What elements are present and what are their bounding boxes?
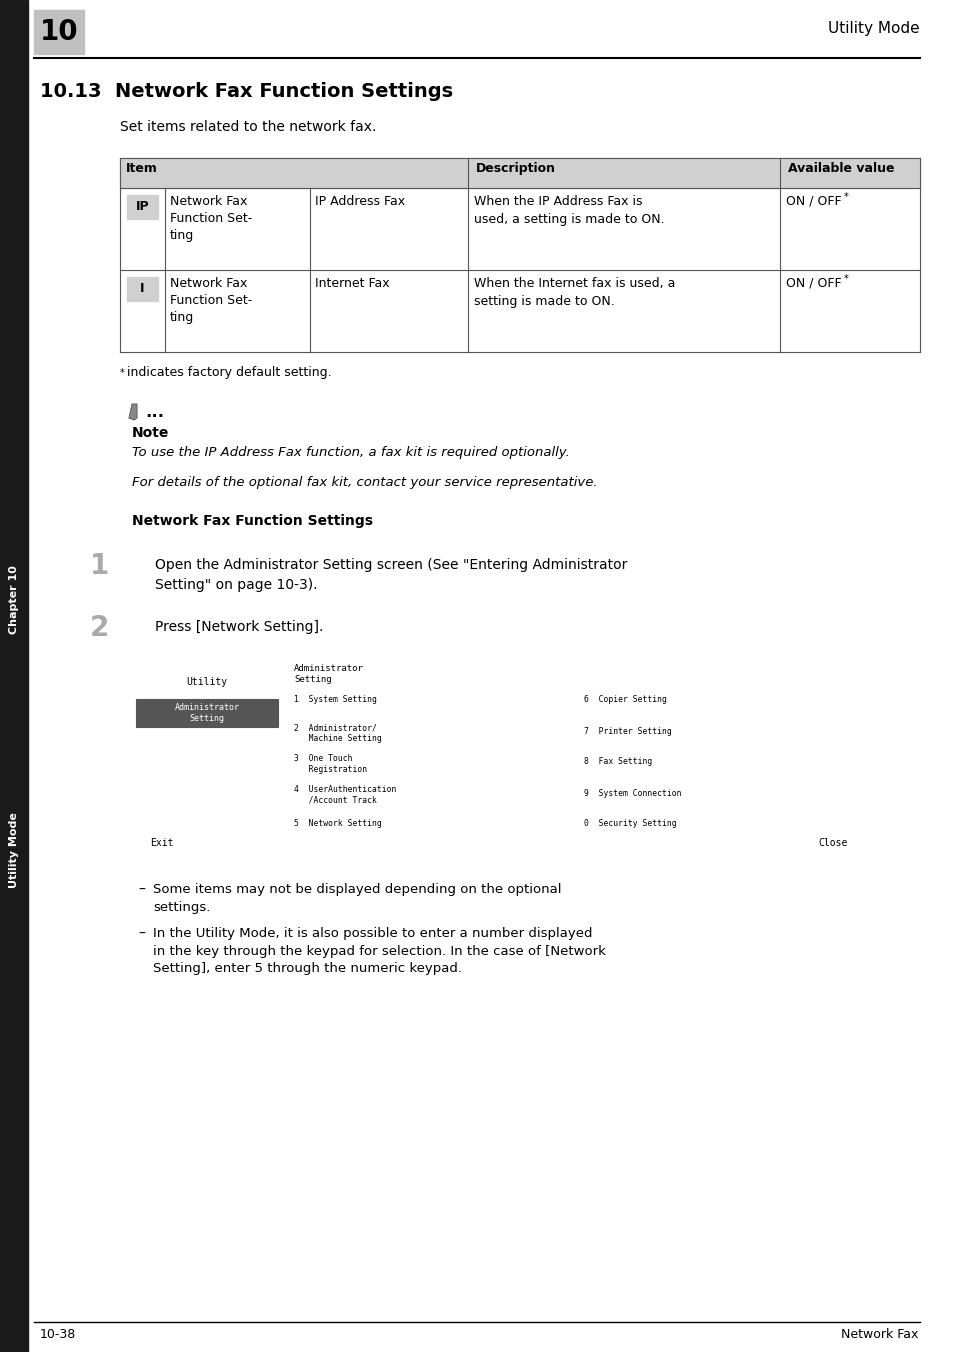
Text: I: I — [140, 283, 145, 296]
Text: Internet Fax: Internet Fax — [314, 277, 389, 289]
Text: 10.13  Network Fax Function Settings: 10.13 Network Fax Function Settings — [40, 82, 453, 101]
Text: *: * — [843, 192, 848, 201]
Text: ON / OFF: ON / OFF — [785, 277, 841, 289]
Bar — [128, 656, 867, 861]
Text: 6  Copier Setting: 6 Copier Setting — [583, 695, 666, 704]
Text: Utility: Utility — [186, 677, 228, 687]
Bar — [120, 158, 919, 188]
Text: When the Internet fax is used, a
setting is made to ON.: When the Internet fax is used, a setting… — [474, 277, 675, 308]
Bar — [580, 748, 862, 773]
Text: Chapter 10: Chapter 10 — [9, 565, 19, 634]
Text: Administrator
Setting: Administrator Setting — [294, 664, 363, 684]
Text: indicates factory default setting.: indicates factory default setting. — [127, 366, 332, 379]
Text: Press [Network Setting].: Press [Network Setting]. — [154, 621, 323, 634]
Bar — [136, 699, 277, 727]
Bar — [127, 195, 158, 219]
Bar — [291, 810, 571, 836]
Bar — [136, 833, 188, 853]
Text: 1  System Setting: 1 System Setting — [294, 695, 376, 704]
Text: Some items may not be displayed depending on the optional
settings.: Some items may not be displayed dependin… — [152, 883, 561, 914]
Polygon shape — [129, 404, 137, 420]
Text: Network Fax
Function Set-
ting: Network Fax Function Set- ting — [170, 195, 252, 242]
Text: IP: IP — [135, 200, 150, 214]
Bar — [127, 277, 158, 301]
Text: 5  Network Setting: 5 Network Setting — [294, 819, 381, 829]
Bar — [805, 833, 859, 853]
Text: 10-38: 10-38 — [40, 1328, 76, 1341]
Bar — [580, 779, 862, 804]
Text: Item: Item — [126, 162, 157, 174]
Bar — [580, 717, 862, 744]
Text: Exit: Exit — [150, 838, 173, 848]
Text: In the Utility Mode, it is also possible to enter a number displayed
in the key : In the Utility Mode, it is also possible… — [152, 927, 605, 975]
Bar — [0, 0, 28, 1352]
Text: Network Fax: Network Fax — [840, 1328, 917, 1341]
Text: 4  UserAuthentication
   /Account Track: 4 UserAuthentication /Account Track — [294, 786, 395, 804]
Text: When the IP Address Fax is
used, a setting is made to ON.: When the IP Address Fax is used, a setti… — [474, 195, 664, 226]
Text: 9  System Connection: 9 System Connection — [583, 788, 680, 798]
Text: 3  One Touch
   Registration: 3 One Touch Registration — [294, 754, 367, 773]
Text: –: – — [138, 927, 145, 941]
Text: Network Fax Function Settings: Network Fax Function Settings — [132, 514, 373, 529]
Text: 7  Printer Setting: 7 Printer Setting — [583, 726, 671, 735]
Text: 0  Security Setting: 0 Security Setting — [583, 819, 676, 829]
Text: Note: Note — [132, 426, 170, 439]
Text: 1: 1 — [90, 552, 110, 580]
Text: ...: ... — [145, 403, 164, 420]
Text: Network Fax
Function Set-
ting: Network Fax Function Set- ting — [170, 277, 252, 324]
Text: Administrator
Setting: Administrator Setting — [174, 703, 239, 723]
Text: 8  Fax Setting: 8 Fax Setting — [583, 757, 652, 767]
Text: ON / OFF: ON / OFF — [785, 195, 841, 208]
Bar — [136, 671, 277, 694]
Text: *: * — [120, 368, 125, 379]
Text: Set items related to the network fax.: Set items related to the network fax. — [120, 120, 376, 134]
Bar — [291, 685, 571, 713]
Text: Open the Administrator Setting screen (See "Entering Administrator
Setting" on p: Open the Administrator Setting screen (S… — [154, 558, 627, 592]
Text: Available value: Available value — [787, 162, 894, 174]
Text: To use the IP Address Fax function, a fax kit is required optionally.: To use the IP Address Fax function, a fa… — [132, 446, 569, 458]
Bar — [128, 656, 286, 861]
Text: Close: Close — [818, 838, 847, 848]
Bar — [291, 717, 571, 748]
Text: For details of the optional fax kit, contact your service representative.: For details of the optional fax kit, con… — [132, 476, 597, 489]
Text: IP Address Fax: IP Address Fax — [314, 195, 405, 208]
Text: *: * — [843, 274, 848, 284]
Text: 2  Administrator/
   Machine Setting: 2 Administrator/ Machine Setting — [294, 723, 381, 742]
Text: 2: 2 — [90, 614, 110, 642]
Text: Description: Description — [476, 162, 556, 174]
Text: 10: 10 — [40, 18, 78, 46]
Bar — [291, 748, 571, 777]
Text: –: – — [138, 883, 145, 896]
Text: Utility Mode: Utility Mode — [827, 20, 919, 35]
Bar — [580, 810, 862, 836]
Text: Utility Mode: Utility Mode — [9, 813, 19, 888]
Bar — [580, 685, 862, 713]
Bar — [34, 9, 84, 54]
Bar — [291, 779, 571, 808]
